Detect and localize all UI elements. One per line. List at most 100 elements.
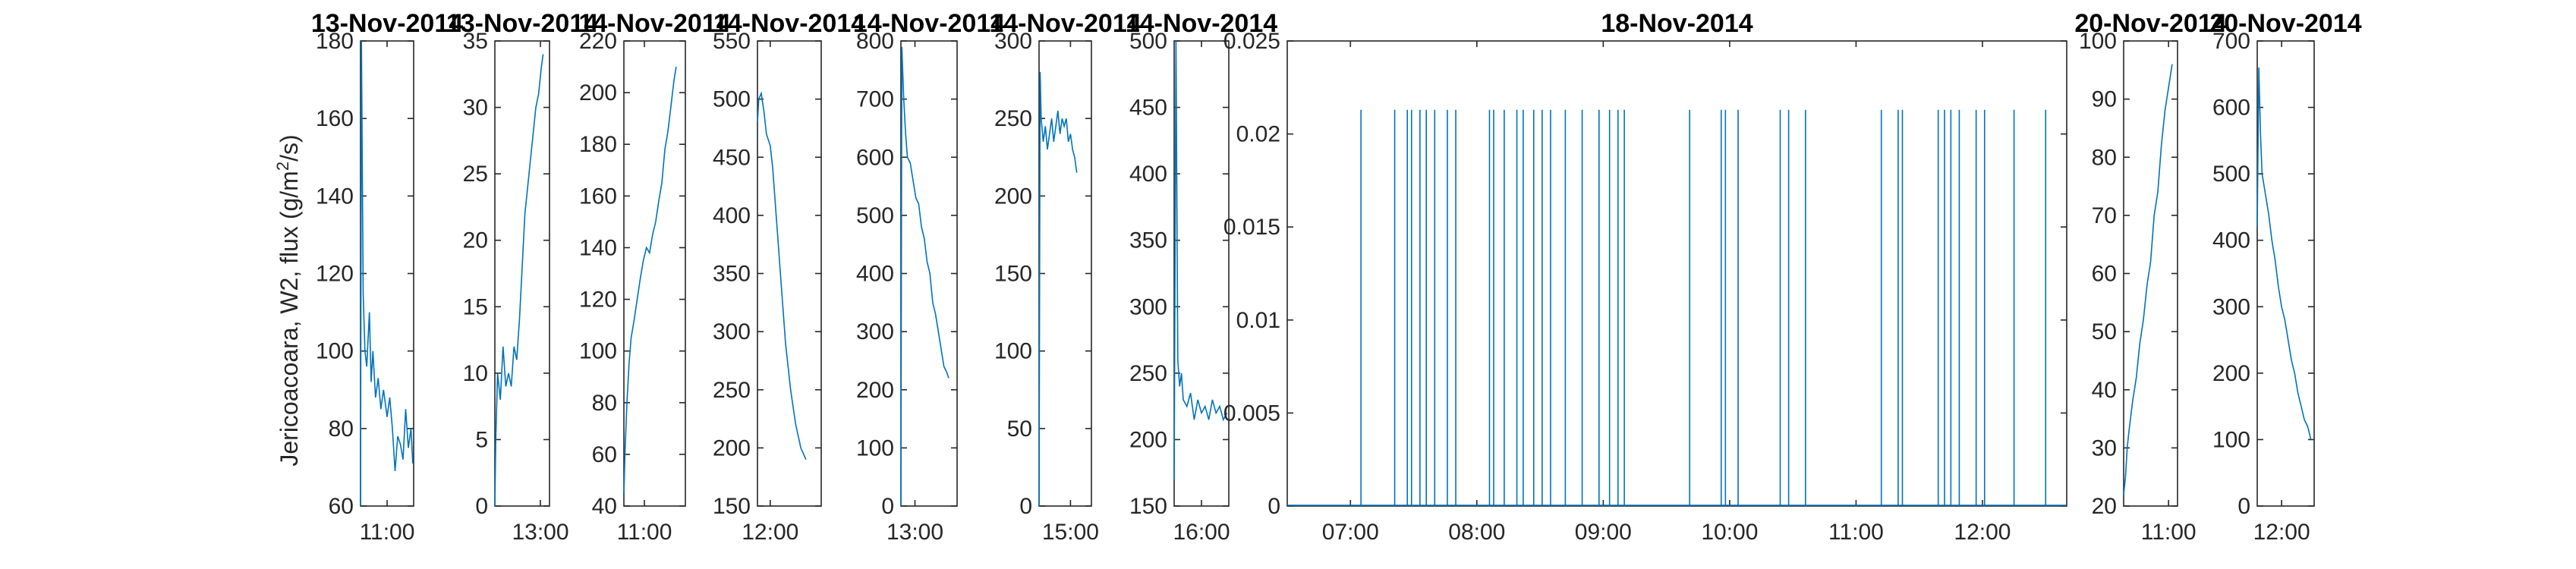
x-tick-label: 16:00 — [1173, 520, 1230, 545]
x-tick-label: 07:00 — [1322, 520, 1379, 545]
y-tick-label: 0.01 — [1236, 308, 1280, 333]
series-line — [900, 46, 949, 507]
x-tick-label: 13:00 — [886, 520, 943, 545]
x-tick-label: 13:00 — [512, 520, 568, 545]
y-tick-label: 150 — [1129, 494, 1167, 519]
axes-frame — [1173, 40, 1230, 507]
series-line — [1173, 40, 1228, 480]
y-tick-label: 30 — [463, 96, 488, 121]
y-tick-label: 35 — [463, 29, 488, 54]
axes-frame — [360, 40, 414, 507]
panel-7: 14-Nov-2014 150 200 250 300 350 400 450 500 16:00 — [1126, 9, 1277, 545]
y-tick-label: 160 — [579, 184, 617, 209]
y-tick-label: 200 — [713, 435, 751, 461]
x-tick-label: 11:00 — [360, 520, 415, 545]
panel-title: 18-Nov-2014 — [1601, 9, 1752, 38]
x-tick-label: 09:00 — [1575, 520, 1632, 545]
y-tick-label: 300 — [856, 319, 894, 344]
y-tick-label: 800 — [856, 29, 894, 54]
y-tick-label: 80 — [592, 391, 617, 416]
y-tick-label: 40 — [592, 494, 617, 519]
y-tick-label: 250 — [994, 106, 1032, 131]
series-line — [623, 66, 677, 494]
axes-frame — [757, 40, 822, 507]
panel-title: 14-Nov-2014 — [989, 9, 1141, 38]
panels: 13-Nov-2014608010012014016018011:0013-No… — [311, 9, 2362, 545]
series-line — [1038, 71, 1078, 507]
y-axis-label: Jericoacoara, W2, flux (g/m2/s) — [273, 134, 303, 466]
y-tick-label: 0 — [1019, 494, 1032, 519]
y-tick-label: 10 — [463, 361, 488, 386]
y-tick-label: 20 — [2092, 494, 2117, 519]
y-tick-label: 0 — [2237, 494, 2250, 519]
y-tick-label: 120 — [316, 262, 354, 287]
panel-title: 14-Nov-2014 — [1126, 9, 1277, 38]
y-tick-label: 60 — [592, 442, 617, 467]
series-line — [2123, 64, 2173, 495]
y-tick-label: 300 — [994, 29, 1032, 54]
panel-title: 14-Nov-2014 — [853, 9, 1005, 38]
axes-frame — [900, 40, 958, 507]
x-tick-label: 11:00 — [2141, 520, 2197, 545]
y-tick-label: 150 — [713, 494, 751, 519]
panel-title: 13-Nov-2014 — [446, 9, 598, 38]
axes-frame — [1038, 40, 1092, 507]
y-tick-label: 300 — [2212, 294, 2250, 319]
y-tick-label: 0.005 — [1223, 401, 1280, 426]
axes-frame — [623, 40, 686, 507]
y-tick-label: 220 — [579, 29, 617, 54]
y-tick-label: 100 — [856, 435, 894, 461]
panel-9: 20-Nov-2014 20 30 40 50 60 70 80 90 100 11:00 — [2074, 9, 2226, 545]
y-tick-label: 50 — [1007, 417, 1032, 442]
y-tick-label: 300 — [1129, 294, 1167, 319]
panel-title: 14-Nov-2014 — [713, 9, 865, 38]
y-tick-label: 500 — [713, 87, 751, 112]
y-tick-label: 5 — [475, 427, 488, 452]
panel-title: 20-Nov-2014 — [2074, 9, 2226, 38]
y-tick-label: 250 — [1129, 361, 1167, 386]
y-tick-label: 100 — [579, 339, 617, 364]
y-tick-label: 350 — [713, 262, 751, 287]
y-tick-label: 0.02 — [1236, 122, 1280, 147]
y-tick-label: 100 — [994, 339, 1032, 364]
panel-title: 20-Nov-2014 — [2209, 9, 2361, 38]
panel-3: 14-Nov-2014 40 60 80 100 120 140 160 180 200 220 11… — [578, 9, 730, 545]
y-tick-label: 200 — [579, 80, 617, 105]
y-tick-label: 500 — [856, 203, 894, 228]
y-tick-label: 200 — [1129, 427, 1167, 452]
y-tick-label: 350 — [1129, 228, 1167, 253]
y-tick-label: 70 — [2092, 203, 2117, 228]
y-tick-label: 250 — [713, 378, 751, 403]
series-line — [757, 91, 807, 461]
y-tick-label: 400 — [1129, 162, 1167, 187]
y-tick-label: 500 — [1129, 29, 1167, 54]
x-tick-label: 11:00 — [617, 520, 672, 545]
axes-frame — [2123, 40, 2178, 507]
y-tick-label: 450 — [713, 145, 751, 170]
y-tick-label: 25 — [463, 162, 488, 187]
axes-frame — [2256, 40, 2315, 507]
y-tick-label: 200 — [2212, 361, 2250, 386]
series-line — [360, 40, 414, 507]
panel-5: 14-Nov-2014 0 100 200 300 400 500 600 700 800 13:0… — [853, 9, 1005, 545]
y-axis-label-superscript: 2 — [273, 162, 292, 171]
panel-6: 14-Nov-2014 0 50 100 150 200 250 300 15:00 — [989, 9, 1141, 545]
y-tick-label: 400 — [713, 203, 751, 228]
y-tick-label: 140 — [316, 184, 354, 209]
x-tick-label: 15:00 — [1042, 520, 1099, 545]
y-tick-label: 600 — [856, 145, 894, 170]
y-tick-label: 500 — [2212, 162, 2250, 187]
y-tick-label: 450 — [1129, 96, 1167, 121]
panel-title: 13-Nov-2014 — [311, 9, 463, 38]
x-tick-label: 08:00 — [1448, 520, 1505, 545]
y-tick-label: 0.015 — [1223, 215, 1280, 240]
y-tick-label: 300 — [713, 319, 751, 344]
y-tick-label: 400 — [856, 262, 894, 287]
y-tick-label: 15 — [463, 294, 488, 319]
y-tick-label: 200 — [994, 184, 1032, 209]
panel-10: 20-Nov-2014 0 100 200 300 400 500 600 700 12:00 — [2209, 9, 2361, 545]
y-tick-label: 100 — [316, 339, 354, 364]
y-tick-label: 150 — [994, 262, 1032, 287]
y-tick-label: 700 — [856, 87, 894, 112]
y-tick-label: 120 — [579, 288, 617, 313]
